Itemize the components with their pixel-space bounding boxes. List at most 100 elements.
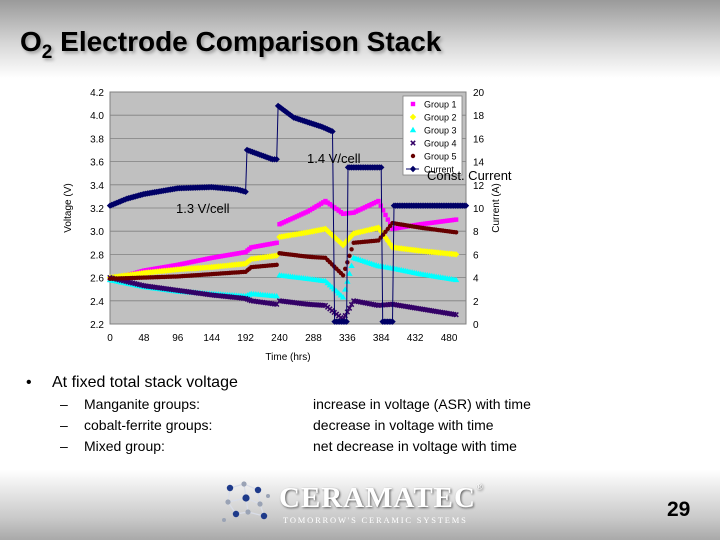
y2-tick-label: 12 xyxy=(473,181,485,192)
data-point xyxy=(347,253,352,258)
data-point xyxy=(349,247,354,252)
data-point xyxy=(321,200,326,205)
y-tick-label: 3.6 xyxy=(90,158,104,169)
y-tick-label: 3.4 xyxy=(90,181,104,192)
data-point xyxy=(339,294,347,300)
data-point xyxy=(336,208,341,213)
data-point xyxy=(427,220,432,226)
data-point xyxy=(232,251,237,257)
data-point xyxy=(273,292,280,299)
data-point xyxy=(198,258,203,263)
data-point xyxy=(343,318,350,325)
data-point xyxy=(229,252,235,257)
data-point xyxy=(227,252,232,257)
data-point xyxy=(325,200,330,205)
data-point xyxy=(346,270,353,276)
dash: – xyxy=(60,438,68,454)
data-point xyxy=(436,219,441,225)
data-point xyxy=(189,259,194,265)
y2-tick-label: 18 xyxy=(473,111,485,122)
y-tick-label: 4.0 xyxy=(90,111,104,122)
bullet-main: • At fixed total stack voltage xyxy=(26,374,706,396)
data-point xyxy=(329,203,335,209)
data-point xyxy=(309,206,315,212)
data-point xyxy=(200,257,205,262)
x-tick-label: 288 xyxy=(305,333,322,344)
legend-label: Group 1 xyxy=(424,100,457,110)
y2-tick-label: 2 xyxy=(473,297,479,308)
data-point xyxy=(318,201,324,206)
data-point xyxy=(434,220,439,225)
x-tick-label: 384 xyxy=(373,333,390,344)
data-point xyxy=(418,222,423,227)
data-point xyxy=(447,218,452,223)
data-point xyxy=(269,241,275,246)
y-tick-label: 4.2 xyxy=(90,88,104,99)
legend-label: Group 4 xyxy=(424,139,457,149)
dash: – xyxy=(60,396,68,412)
data-point xyxy=(431,220,437,225)
data-point xyxy=(274,240,279,245)
data-point xyxy=(225,252,230,258)
y2-axis-label: Current (A) xyxy=(491,183,502,232)
data-point xyxy=(242,188,249,195)
data-point xyxy=(312,205,317,210)
x-tick-label: 96 xyxy=(172,333,184,344)
data-point xyxy=(369,202,374,207)
y-tick-label: 3.2 xyxy=(90,204,104,215)
data-point xyxy=(260,243,266,248)
data-point xyxy=(371,200,377,206)
data-point xyxy=(329,128,336,135)
data-point xyxy=(333,235,340,243)
data-point xyxy=(445,218,450,223)
data-point xyxy=(155,266,160,271)
bullet-dot: • xyxy=(26,374,32,391)
data-point xyxy=(249,245,254,250)
legend-label: Group 5 xyxy=(424,152,457,162)
data-point xyxy=(362,205,368,210)
x-tick-label: 192 xyxy=(237,333,254,344)
data-point xyxy=(162,264,167,270)
data-point xyxy=(159,265,165,270)
data-point xyxy=(180,261,185,267)
y-tick-label: 3.8 xyxy=(90,134,104,145)
data-point xyxy=(173,263,178,268)
data-point xyxy=(204,256,210,262)
y2-tick-label: 20 xyxy=(473,88,485,99)
slide-title: O2 Electrode Comparison Stack xyxy=(20,26,442,63)
annotation-1-3v: 1.3 V/cell xyxy=(176,201,230,216)
data-point xyxy=(348,301,355,308)
data-point xyxy=(166,264,171,269)
y2-tick-label: 0 xyxy=(473,320,479,331)
data-point xyxy=(340,273,346,278)
data-point xyxy=(420,221,426,227)
title-band xyxy=(0,0,720,78)
data-point xyxy=(364,204,370,209)
sub-bullet-mixed: – Mixed group: net decrease in voltage w… xyxy=(26,438,706,459)
y2-tick-label: 14 xyxy=(473,158,485,169)
logo-name: CERAMATEC® xyxy=(279,482,484,514)
data-point xyxy=(323,198,328,204)
data-point xyxy=(305,209,310,214)
data-point xyxy=(186,260,192,265)
data-point xyxy=(358,207,363,212)
data-point xyxy=(262,242,268,248)
data-point xyxy=(335,237,342,245)
sub-bullet-cobalt-ferrite: – cobalt-ferrite groups: decrease in vol… xyxy=(26,417,706,438)
x-tick-label: 240 xyxy=(271,333,288,344)
data-point xyxy=(355,208,361,213)
data-point xyxy=(273,156,280,163)
bullet-list: • At fixed total stack voltage – Mangani… xyxy=(26,374,706,459)
data-point xyxy=(376,198,381,204)
data-point xyxy=(168,263,174,269)
data-point xyxy=(367,203,372,208)
data-point xyxy=(193,258,199,264)
data-point xyxy=(343,266,348,271)
data-point xyxy=(328,231,336,239)
data-point xyxy=(182,261,187,266)
sub-bullet-desc: increase in voltage (ASR) with time xyxy=(313,396,531,412)
data-point xyxy=(164,264,169,269)
data-point xyxy=(353,209,359,214)
legend-marker xyxy=(409,113,417,121)
sub-bullet-desc: net decrease in voltage with time xyxy=(313,438,517,454)
